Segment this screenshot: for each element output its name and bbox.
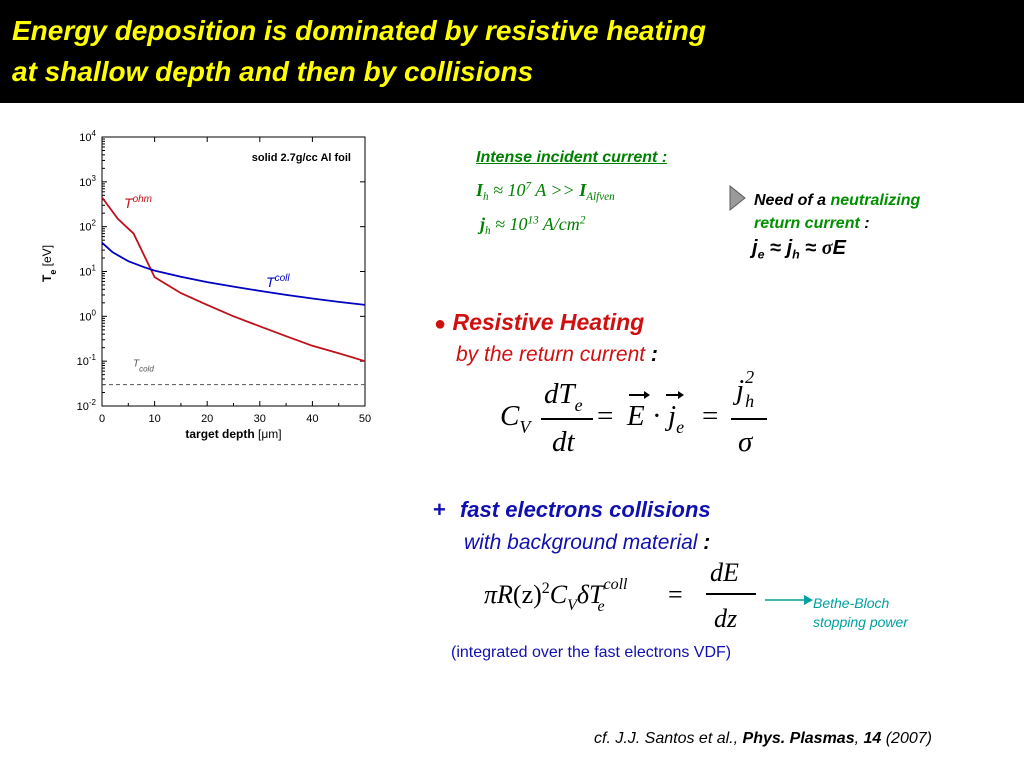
- tcold-label: Tcold: [133, 359, 154, 374]
- x-axis-label: target depth [μm]: [185, 427, 281, 441]
- x-tick-label: 20: [201, 413, 213, 425]
- chart-title: solid 2.7g/cc Al foil: [252, 152, 351, 164]
- y-tick-label: 103: [79, 174, 96, 189]
- eq-dz: dz: [714, 604, 738, 633]
- x-tick-label: 30: [254, 413, 266, 425]
- x-tick-label: 0: [99, 413, 105, 425]
- chart-frame-group: [101, 136, 366, 407]
- collision-equation: πR(z)2CVδTcolle = dE dz: [484, 556, 784, 646]
- vector-arrow-j-head: [678, 391, 684, 399]
- title-bar: Energy deposition is dominated by resist…: [0, 0, 1024, 103]
- bethe-bloch-label: Bethe-Bloch stopping power: [813, 595, 908, 630]
- x-tick-label: 50: [359, 413, 371, 425]
- eq-equals-coll: =: [668, 580, 683, 609]
- eq-dt: dt: [552, 426, 575, 458]
- resistive-subtitle: by the return current :: [456, 343, 658, 366]
- y-tick-label: 102: [79, 219, 96, 234]
- tohm-series-line: [101, 196, 366, 363]
- vector-arrow-e: [629, 394, 647, 396]
- eq-dot: ·: [652, 400, 662, 432]
- eq-de: dE: [710, 558, 739, 587]
- eq-equals-2: =: [702, 400, 719, 432]
- resistive-heading: ● Resistive Heating: [434, 309, 645, 335]
- y-tick-label: 101: [79, 264, 96, 279]
- slide-title-line1: Energy deposition is dominated by resist…: [12, 15, 706, 46]
- y-tick-label: 10-1: [77, 353, 97, 368]
- x-tick-label: 10: [148, 413, 160, 425]
- y-tick-label: 100: [79, 308, 96, 323]
- incident-jh-equation: jh ≈ 1013 A/cm2: [480, 214, 586, 237]
- vector-arrow-e-head: [644, 391, 650, 399]
- resistive-heating-equation: CV dTe dt = E · je = j2h σ: [500, 367, 800, 472]
- incident-ih-equation: Ih ≈ 107 A >> IAlfven: [476, 180, 615, 203]
- eq-equals-1: =: [597, 400, 614, 432]
- chart-text-group: 0 10 20 30 40 50 10-2 10-1 100 101 102 103 104 Tohm Tc…: [40, 129, 371, 441]
- y-axis-label: Te [eV]: [40, 245, 58, 282]
- tcoll-series-line: [101, 242, 366, 306]
- neutralizing-text: Need of a neutralizing return current :: [754, 192, 921, 232]
- tcoll-series-label: Tcoll: [266, 273, 290, 290]
- y-tick-label: 104: [79, 129, 96, 144]
- bethe-arrow-icon: [765, 595, 813, 605]
- chart-series-group: [101, 196, 366, 386]
- eq-e-vector: E: [627, 400, 645, 432]
- eq-sigma: σ: [738, 426, 753, 458]
- y-tick-label: 10-2: [77, 398, 97, 413]
- citation: cf. J.J. Santos et al., Phys. Plasmas, 1…: [594, 730, 932, 747]
- eq-cv: CV: [500, 400, 531, 437]
- x-tick-label: 40: [306, 413, 318, 425]
- fraction-bar-3: [706, 593, 756, 595]
- tohm-series-label: Tohm: [124, 194, 152, 211]
- collisions-heading: + fast electrons collisions: [433, 497, 711, 522]
- depth-temperature-chart: 0 10 20 30 40 50 10-2 10-1 100 101 102 103 104 Tohm Tc…: [40, 129, 371, 441]
- arrow-right-icon: [729, 184, 746, 212]
- eq-pi-r-cv-dte: πR(z)2CVδTcolle: [484, 576, 628, 615]
- eq-jh2: j2h: [736, 367, 755, 411]
- fraction-bar-2: [731, 418, 767, 420]
- fraction-bar-1: [541, 418, 593, 420]
- collisions-subtitle: with background material :: [464, 531, 711, 554]
- eq-je: je: [668, 400, 685, 437]
- slide-title-line2: at shallow depth and then by collisions: [12, 56, 534, 87]
- eq-dte: dTe: [544, 378, 583, 415]
- incident-heading: Intense incident current :: [476, 149, 668, 166]
- neutralizing-equation: je ≈ jh ≈ σE: [752, 237, 846, 262]
- vector-arrow-j: [666, 394, 680, 396]
- vdf-note: (integrated over the fast electrons VDF): [451, 644, 732, 661]
